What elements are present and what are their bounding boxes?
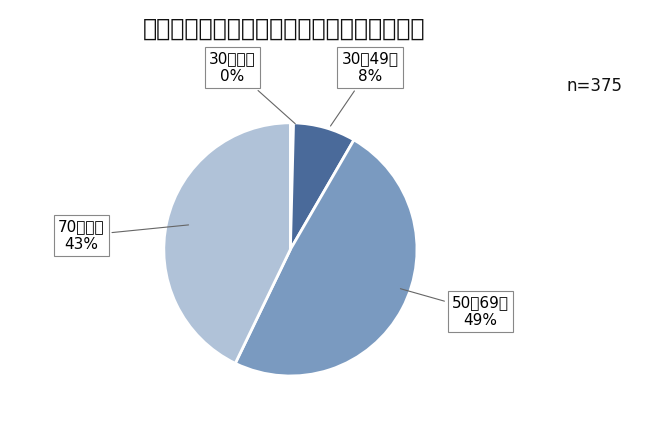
Text: 50～69歳
49%: 50～69歳 49%	[401, 289, 509, 328]
Text: 貴団体の代表者の年齢層をお選びください。: 貴団体の代表者の年齢層をお選びください。	[143, 17, 425, 41]
Text: 30～49歳
8%: 30～49歳 8%	[331, 52, 399, 126]
Text: 70歳以上
43%: 70歳以上 43%	[58, 219, 189, 252]
Wedge shape	[290, 123, 294, 249]
Text: 30歳未満
0%: 30歳未満 0%	[209, 52, 295, 124]
Wedge shape	[235, 140, 417, 376]
Wedge shape	[290, 123, 354, 249]
Wedge shape	[164, 123, 290, 363]
Text: n=375: n=375	[566, 77, 622, 95]
